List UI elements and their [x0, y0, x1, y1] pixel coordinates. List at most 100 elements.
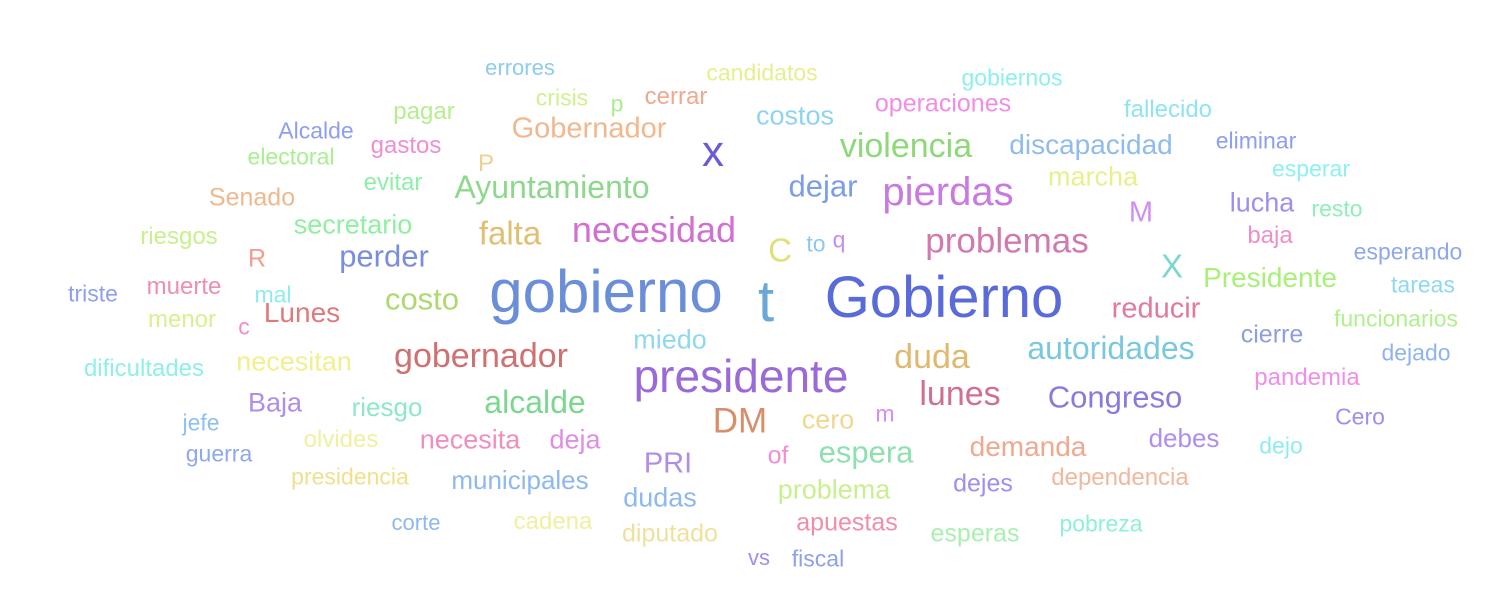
- word-cloud-term: esperando: [1353, 238, 1463, 265]
- word-cloud-term: Baja: [247, 387, 303, 418]
- word-cloud-term: x: [702, 127, 724, 176]
- word-cloud-term: lucha: [1229, 187, 1295, 218]
- word-cloud-term: gobiernos: [961, 64, 1063, 91]
- word-cloud-term: R: [247, 244, 267, 273]
- word-cloud-term: presidencia: [291, 463, 409, 490]
- word-cloud-term: tareas: [1391, 271, 1455, 298]
- word-cloud-term: cero: [801, 404, 855, 435]
- word-cloud-term: Congreso: [1047, 379, 1183, 415]
- word-cloud-term: riesgos: [140, 223, 218, 250]
- word-cloud-term: marcha: [1047, 161, 1139, 192]
- word-cloud-term: q: [832, 226, 846, 253]
- word-cloud-term: c: [238, 313, 250, 340]
- word-cloud-term: electoral: [247, 143, 335, 170]
- word-cloud-term: esperas: [930, 519, 1020, 548]
- word-cloud-term: necesidad: [571, 209, 737, 250]
- word-cloud-term: pobreza: [1059, 510, 1143, 537]
- word-cloud-term: municipales: [451, 465, 589, 495]
- word-cloud-term: reducir: [1111, 292, 1201, 325]
- word-cloud-term: X: [1160, 247, 1184, 285]
- word-cloud-term: C: [768, 231, 792, 269]
- word-cloud-term: pandemia: [1254, 364, 1360, 391]
- word-cloud-term: m: [875, 400, 895, 427]
- word-cloud-term: dudas: [623, 482, 697, 513]
- word-cloud-term: jefe: [182, 409, 220, 436]
- word-cloud-term: necesitan: [236, 346, 352, 377]
- word-cloud-term: riesgo: [351, 392, 423, 422]
- word-cloud-term: discapacidad: [1009, 129, 1173, 160]
- word-cloud-term: gastos: [370, 132, 442, 159]
- word-cloud-term: problema: [777, 474, 891, 505]
- word-cloud-term: muerte: [146, 273, 222, 300]
- word-cloud-term: dependencia: [1051, 464, 1189, 491]
- word-cloud-term: demanda: [969, 431, 1087, 462]
- word-cloud-term: DM: [712, 401, 768, 441]
- word-cloud-term: Lunes: [263, 297, 341, 328]
- word-cloud-term: Gobierno: [824, 265, 1064, 330]
- word-cloud-term: triste: [68, 280, 118, 307]
- word-cloud-term: costo: [384, 281, 460, 317]
- word-cloud-term: gobierno: [489, 258, 723, 325]
- word-cloud-term: esperar: [1272, 155, 1350, 182]
- word-cloud-term: evitar: [363, 169, 423, 196]
- word-cloud-term: violencia: [839, 127, 973, 165]
- word-cloud-term: gobernador: [394, 337, 568, 375]
- word-cloud-term: alcalde: [484, 384, 586, 420]
- word-cloud-term: dejar: [788, 168, 858, 204]
- word-cloud-term: pagar: [393, 98, 455, 125]
- word-cloud-term: presidente: [633, 350, 849, 402]
- word-cloud-term: baja: [1247, 222, 1293, 249]
- word-cloud-term: necesita: [419, 424, 521, 455]
- word-cloud-term: crisis: [535, 84, 589, 111]
- word-cloud-term: candidatos: [706, 59, 818, 86]
- word-cloud-term: funcionarios: [1333, 305, 1459, 332]
- word-cloud-term: secretario: [293, 209, 413, 240]
- word-cloud-term: resto: [1311, 195, 1363, 222]
- word-cloud-term: miedo: [633, 324, 707, 355]
- word-cloud-term: fallecido: [1123, 96, 1213, 123]
- word-cloud-term: olvides: [303, 426, 379, 453]
- word-cloud-term: debes: [1148, 423, 1220, 453]
- word-cloud-term: M: [1128, 196, 1154, 229]
- word-cloud-term: Alcalde: [278, 117, 354, 144]
- word-cloud-term: corte: [391, 510, 441, 535]
- word-cloud-term: problemas: [925, 221, 1089, 261]
- word-cloud-term: dejado: [1381, 339, 1451, 366]
- word-cloud-term: pierdas: [882, 170, 1014, 214]
- word-cloud-term: costos: [755, 100, 835, 131]
- word-cloud-term: fiscal: [791, 545, 845, 572]
- word-cloud-term: errores: [485, 55, 555, 80]
- word-cloud-term: diputado: [622, 519, 718, 548]
- word-cloud-term: menor: [147, 306, 217, 333]
- word-cloud-term: duda: [894, 338, 970, 376]
- word-cloud-term: guerra: [185, 440, 253, 467]
- word-cloud-term: operaciones: [874, 89, 1012, 118]
- word-cloud-term: dejes: [953, 469, 1013, 498]
- word-cloud-term: lunes: [919, 375, 1001, 413]
- word-cloud-term: P: [477, 150, 495, 177]
- word-cloud-term: falta: [478, 214, 542, 252]
- word-cloud-term: vs: [748, 545, 770, 570]
- word-cloud-term: of: [767, 441, 789, 470]
- word-cloud-term: Presidente: [1203, 262, 1337, 293]
- word-cloud-term: to: [806, 230, 826, 257]
- word-cloud-term: t: [757, 269, 775, 334]
- word-cloud-term: dejo: [1259, 432, 1303, 459]
- word-cloud-term: deja: [549, 424, 601, 455]
- word-cloud-term: cierre: [1240, 320, 1304, 349]
- word-cloud-term: dificultades: [83, 355, 205, 382]
- word-cloud-term: PRI: [643, 447, 693, 480]
- word-cloud-term: Ayuntamiento: [454, 169, 650, 205]
- word-cloud-term: cadena: [513, 508, 593, 535]
- word-cloud-term: eliminar: [1215, 127, 1297, 154]
- word-cloud-term: Gobernador: [511, 112, 667, 145]
- word-cloud-term: Cero: [1335, 403, 1385, 430]
- word-cloud-term: mal: [254, 281, 292, 308]
- word-cloud-term: apuestas: [796, 508, 898, 537]
- word-cloud-term: p: [610, 90, 624, 117]
- word-cloud-term: espera: [818, 434, 914, 470]
- word-cloud-term: cerrar: [644, 83, 708, 110]
- word-cloud-term: Senado: [208, 183, 296, 212]
- word-cloud-term: perder: [339, 238, 429, 274]
